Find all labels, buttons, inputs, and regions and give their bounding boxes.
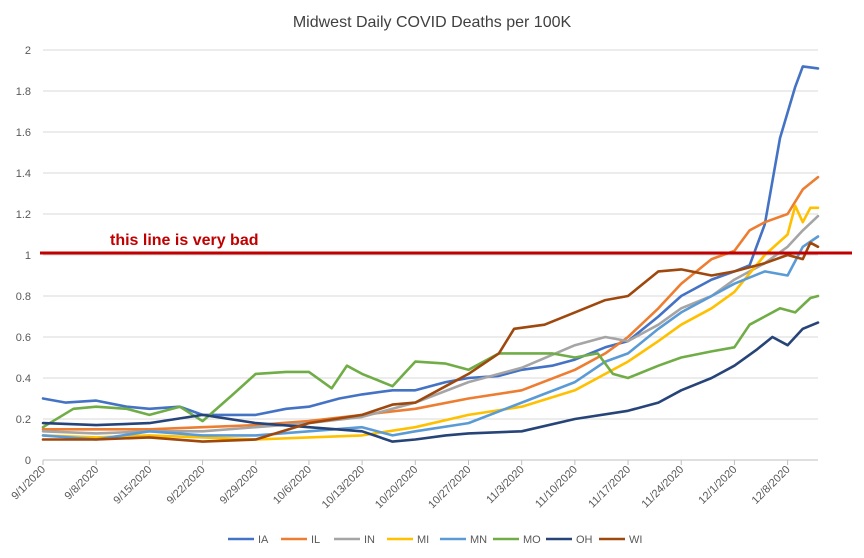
legend-label: IA [258,534,269,546]
legend-item-in: IN [334,534,375,546]
series-line-wi [41,241,820,443]
chart-title: Midwest Daily COVID Deaths per 100K [293,14,572,31]
y-tick-label: 0.8 [16,291,31,303]
y-tick-label: 2 [25,45,31,57]
series-lines [41,65,820,443]
legend-label: MN [470,534,487,546]
y-tick-label: 1.6 [16,127,31,139]
gridlines [43,49,818,461]
legend-label: OH [576,534,593,546]
legend-item-ia: IA [228,534,269,546]
legend-label: WI [629,534,642,546]
legend-label: IL [311,534,320,546]
legend-item-oh: OH [546,534,593,546]
y-tick-label: 0.6 [16,332,31,344]
y-tick-label: 0 [25,455,31,467]
reference-line-label: this line is very bad [110,232,259,249]
y-axis: 0 0.2 0.4 0.6 0.8 1 1.2 1.4 1.6 1.8 2 [16,45,31,467]
y-tick-label: 0.4 [16,373,31,385]
legend-item-mi: MI [387,534,429,546]
legend-item-mn: MN [440,534,487,546]
legend: IA IL IN MI MN MO OH WI [228,534,642,546]
legend-label: MI [417,534,429,546]
series-line-oh [41,321,820,443]
y-tick-label: 1.8 [16,86,31,98]
y-tick-label: 1.4 [16,168,31,180]
legend-label: IN [364,534,375,546]
y-tick-label: 1.2 [16,209,31,221]
legend-label: MO [523,534,541,546]
series-line-mi [41,204,820,441]
legend-item-wi: WI [599,534,642,546]
legend-item-mo: MO [493,534,541,546]
y-tick-label: 1 [25,250,31,262]
legend-item-il: IL [281,534,320,546]
y-tick-label: 0.2 [16,414,31,426]
series-line-mn [41,235,820,441]
series-line-il [41,175,820,431]
